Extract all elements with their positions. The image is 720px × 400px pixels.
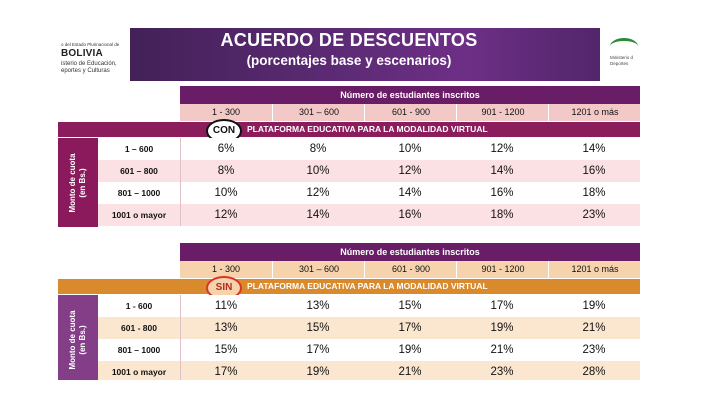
discount-cell: 15%: [214, 344, 238, 356]
discount-cell: 18%: [582, 187, 606, 199]
logo-line-2: BOLIVIA: [61, 48, 103, 59]
table-row: 801 – 1000 10% 12% 14% 16% 18%: [98, 182, 640, 204]
table-row: 1 - 600 11% 13% 15% 17% 19%: [98, 295, 640, 317]
discount-cell: 13%: [306, 300, 330, 312]
table-row: 1 – 600 6% 8% 10% 12% 14%: [98, 138, 640, 160]
discount-cell: 13%: [214, 322, 238, 334]
discount-cell: 21%: [490, 344, 514, 356]
logo-line-3b: eportes y Culturas: [61, 68, 110, 74]
discount-cell: 21%: [582, 322, 606, 334]
discount-cell: 28%: [582, 366, 606, 378]
discount-cell: 16%: [398, 209, 422, 221]
columns-header: Número de estudiantes inscritos: [180, 86, 640, 104]
discount-cell: 18%: [490, 209, 514, 221]
discount-cell: 14%: [582, 143, 606, 155]
discount-cell: 17%: [306, 344, 330, 356]
slide-title: ACUERDO DE DESCUENTOS: [220, 30, 478, 50]
logo-line-1: o del Estado Plurinacional de: [61, 42, 120, 47]
discount-cell: 11%: [214, 300, 238, 312]
discount-cell: 23%: [582, 209, 606, 221]
student-range-header: 1201 o más: [548, 261, 640, 278]
side-label-line-2: (en Bs.): [78, 324, 87, 355]
discount-cell: 19%: [582, 300, 606, 312]
platform-band: SIN PLATAFORMA EDUCATIVA PARA LA MODALIDA…: [58, 276, 640, 300]
discount-cell: 17%: [398, 322, 422, 334]
student-range-header: 1 - 300: [211, 107, 241, 117]
fee-range-label: 801 – 1000: [98, 339, 181, 361]
discount-cell: 14%: [306, 209, 330, 221]
discount-cell: 19%: [306, 366, 330, 378]
fee-range-label: 601 – 800: [98, 160, 181, 182]
discount-cell: 21%: [398, 366, 422, 378]
discount-cell: 19%: [398, 344, 422, 356]
student-range-header: 1 - 300: [211, 264, 241, 274]
logo-right-line-2: Deportes: [610, 60, 629, 66]
bolivia-ministry-logo: o del Estado Plurinacional de BOLIVIA is…: [58, 28, 130, 81]
side-label-line-1: Monto de cuota: [68, 152, 77, 213]
discount-cell: 10%: [398, 143, 422, 155]
fee-amount-side-label: Monto de cuota (en Bs.): [58, 295, 98, 380]
discount-cell: 8%: [309, 143, 327, 155]
discount-cell: 17%: [214, 366, 238, 378]
side-label-text: Monto de cuota (en Bs.): [68, 310, 88, 369]
discount-cell: 23%: [490, 366, 514, 378]
discount-cell: 23%: [582, 344, 606, 356]
table-row: 601 – 800 8% 10% 12% 14% 16%: [98, 160, 640, 182]
discount-cell: 12%: [490, 143, 514, 155]
fee-range-label: 1001 o mayor: [98, 361, 181, 380]
discount-cell: 15%: [398, 300, 422, 312]
student-range-header: 601 - 900: [364, 104, 457, 121]
table-sin-plataforma: Número de estudiantes inscritos 1 - 300 30…: [58, 243, 640, 380]
platform-band-text: PLATAFORMA EDUCATIVA PARA LA MODALIDAD V…: [247, 124, 488, 134]
student-range-header: 301 – 600: [272, 261, 365, 278]
discount-cell: 10%: [214, 187, 238, 199]
discount-cell: 12%: [398, 165, 422, 177]
discount-cell: 10%: [306, 165, 330, 177]
ministry-sports-logo: Ministerio d Deportes: [600, 28, 640, 81]
student-range-header: 601 - 900: [364, 261, 457, 278]
logo-right-text: Ministerio d Deportes: [610, 55, 633, 66]
discount-cell: 15%: [306, 322, 330, 334]
fee-range-label: 1001 o mayor: [98, 204, 181, 226]
platform-band-text: PLATAFORMA EDUCATIVA PARA LA MODALIDAD V…: [247, 281, 488, 291]
slide-header: o del Estado Plurinacional de BOLIVIA is…: [58, 28, 640, 81]
logo-right-line-1: Ministerio d: [610, 55, 634, 60]
discount-cell: 17%: [490, 300, 514, 312]
table-row: 1001 o mayor 12% 14% 16% 18% 23%: [98, 204, 640, 226]
discount-cell: 14%: [398, 187, 422, 199]
discount-cell: 6%: [217, 143, 235, 155]
discount-cell: 16%: [490, 187, 514, 199]
discount-cell: 14%: [490, 165, 514, 177]
fee-range-label: 1 - 600: [98, 295, 181, 317]
student-ranges-row: 1 - 300 301 – 600 601 - 900 901 - 1200 1201 …: [180, 104, 640, 121]
discount-cell: 12%: [214, 209, 238, 221]
table-row: 801 – 1000 15% 17% 19% 21% 23%: [98, 339, 640, 361]
fee-range-label: 1 – 600: [98, 138, 181, 160]
discount-cell: 19%: [490, 322, 514, 334]
slide-subtitle: (porcentajes base y escenarios): [246, 53, 452, 68]
discount-cell: 8%: [217, 165, 235, 177]
side-label-line-2: (en Bs.): [78, 167, 87, 198]
table-row: 1001 o mayor 17% 19% 21% 23% 28%: [98, 361, 640, 380]
fee-amount-side-label: Monto de cuota (en Bs.): [58, 138, 98, 227]
columns-header: Número de estudiantes inscritos: [180, 243, 640, 261]
logo-line-3a: isterio de Educación,: [61, 61, 117, 67]
discount-cell: 12%: [306, 187, 330, 199]
student-range-header: 301 – 600: [272, 104, 365, 121]
side-label-line-1: Monto de cuota: [68, 309, 77, 370]
side-label-text: Monto de cuota (en Bs.): [68, 153, 88, 212]
logo-line-3: isterio de Educación, eportes y Culturas: [61, 61, 131, 75]
table-row: 601 - 800 13% 15% 17% 19% 21%: [98, 317, 640, 339]
fee-range-label: 801 – 1000: [98, 182, 181, 204]
fee-range-label: 601 - 800: [98, 317, 181, 339]
student-range-header: 1201 o más: [548, 104, 640, 121]
logo-arc-icon: [610, 38, 638, 55]
table-con-plataforma: Número de estudiantes inscritos 1 - 300 30…: [58, 86, 640, 227]
discount-cell: 16%: [582, 165, 606, 177]
slide: o del Estado Plurinacional de BOLIVIA is…: [58, 28, 640, 380]
student-range-header: 901 - 1200: [456, 261, 549, 278]
student-range-header: 901 - 1200: [456, 104, 549, 121]
student-ranges-row: 1 - 300 301 – 600 601 - 900 901 - 1200 1201 …: [180, 261, 640, 278]
platform-band: CON PLATAFORMA EDUCATIVA PARA LA MODALIDA…: [58, 119, 640, 143]
